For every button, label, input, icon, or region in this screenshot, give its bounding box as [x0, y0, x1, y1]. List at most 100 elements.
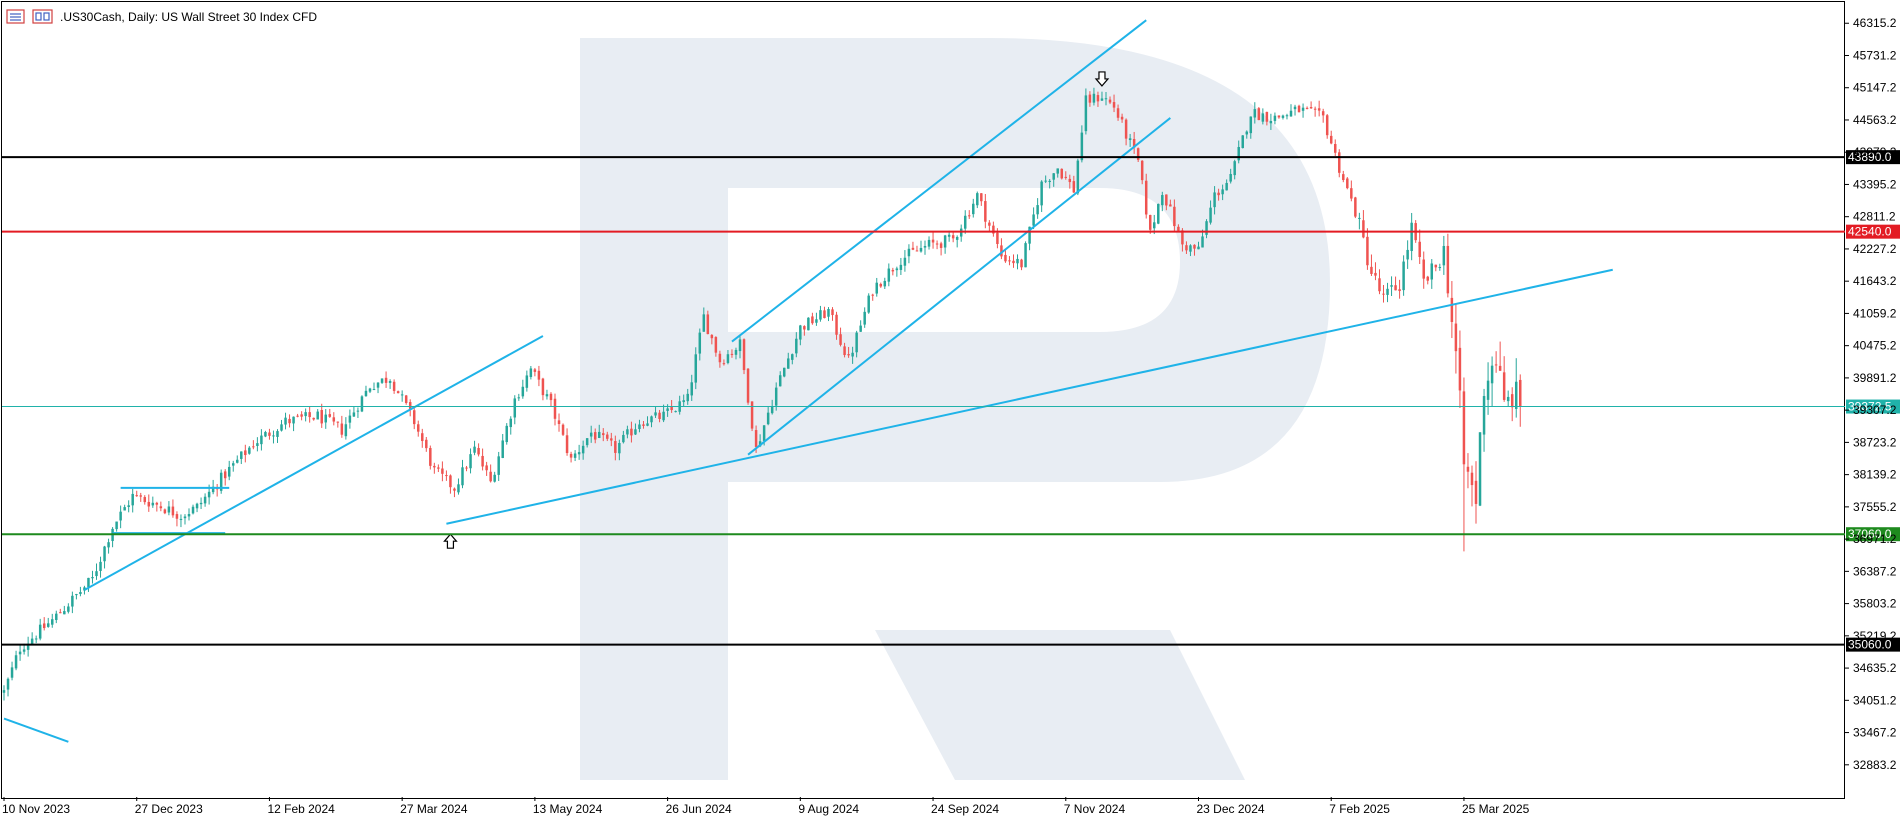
candle [1245, 130, 1249, 139]
candle-body [1362, 220, 1365, 238]
candle [606, 431, 609, 442]
support-1-tag-bg [1846, 527, 1900, 542]
candle-body [400, 394, 404, 396]
candle-body [722, 363, 726, 365]
candle-body [183, 516, 187, 519]
candle-body [376, 382, 380, 388]
candle [694, 347, 698, 390]
candle-body [646, 423, 649, 426]
candle [1293, 104, 1297, 116]
candle [1474, 461, 1478, 524]
candle-body [449, 475, 452, 488]
candle [34, 635, 38, 644]
candle [634, 423, 637, 435]
candle [1410, 212, 1413, 261]
candle [968, 210, 971, 219]
y-tick-label: 43395.2 [1853, 177, 1897, 191]
candle [702, 307, 706, 332]
candle [1000, 238, 1003, 260]
candle-body [1321, 111, 1325, 116]
candle [1346, 177, 1349, 190]
candle [1233, 159, 1236, 180]
candle-body [650, 416, 653, 423]
y-tick-label: 40475.2 [1853, 339, 1897, 353]
candle-body [91, 577, 94, 579]
candle-body [690, 382, 693, 396]
candle [569, 451, 573, 463]
candle [99, 556, 102, 578]
candle [963, 210, 967, 234]
candle-body [473, 446, 476, 453]
candle [839, 327, 842, 347]
candle [1394, 276, 1397, 291]
candle [1378, 269, 1381, 295]
candle-body [1237, 146, 1240, 161]
candle [1434, 264, 1438, 272]
candle-body [630, 428, 633, 436]
candle-body [1273, 115, 1277, 121]
candle-body [1458, 347, 1462, 391]
candle [288, 414, 291, 428]
candle-body [839, 334, 842, 345]
candle [1076, 158, 1080, 196]
resistance-2-tag-label: 43890.0 [1848, 150, 1892, 164]
current-price-tag-bg [1846, 399, 1900, 414]
candle [630, 421, 633, 443]
candle-body [855, 332, 858, 353]
candle-body [585, 438, 589, 446]
candle-body [1317, 108, 1321, 111]
candle-body [662, 411, 665, 421]
chart-layout-icon[interactable] [32, 9, 53, 24]
candle-body [30, 638, 34, 645]
chart-window-icon[interactable] [6, 9, 25, 24]
candle-body [131, 493, 134, 506]
x-tick-label: 25 Mar 2025 [1462, 802, 1530, 816]
channel-lower-line [747, 117, 1171, 456]
candle-body [1064, 176, 1068, 178]
candle-body [1434, 264, 1438, 268]
candle [42, 617, 46, 631]
candle-body [1205, 221, 1208, 235]
candle [831, 307, 834, 321]
y-tick-label: 36971.2 [1853, 532, 1897, 546]
candle-body [602, 433, 605, 436]
candle [280, 419, 283, 432]
candle-body [545, 394, 549, 397]
candle [807, 317, 810, 331]
channel-upper-line [731, 19, 1147, 343]
candle-body [1289, 110, 1293, 117]
candle [1317, 100, 1321, 117]
candle-body [59, 612, 62, 614]
candle [791, 353, 794, 365]
candle [489, 464, 492, 483]
candle-body [770, 406, 774, 414]
candle-body [1309, 107, 1313, 109]
candle-body [1016, 258, 1019, 264]
y-tick-label: 43979.2 [1853, 145, 1897, 159]
x-tick-label: 13 May 2024 [533, 802, 603, 816]
candle-body [75, 594, 78, 596]
candle [1185, 241, 1188, 254]
candle-body [187, 513, 191, 517]
candle-body [638, 424, 641, 430]
candle [1462, 377, 1466, 552]
candle-body [1124, 119, 1128, 139]
candle [2, 685, 6, 701]
candle [1024, 241, 1027, 268]
candle-body [1088, 94, 1092, 103]
candle [782, 367, 786, 378]
candle [1040, 180, 1043, 212]
candle-body [1249, 116, 1253, 134]
candle-body [248, 447, 251, 454]
candle [923, 240, 927, 255]
candle [215, 484, 219, 497]
candle-body [581, 445, 585, 454]
candle-body [324, 414, 327, 423]
candle [951, 231, 955, 243]
candle [260, 429, 263, 451]
candle-body [1474, 480, 1478, 504]
candle-body [191, 506, 195, 514]
candle-body [1084, 95, 1088, 132]
candle-body [1253, 109, 1257, 118]
